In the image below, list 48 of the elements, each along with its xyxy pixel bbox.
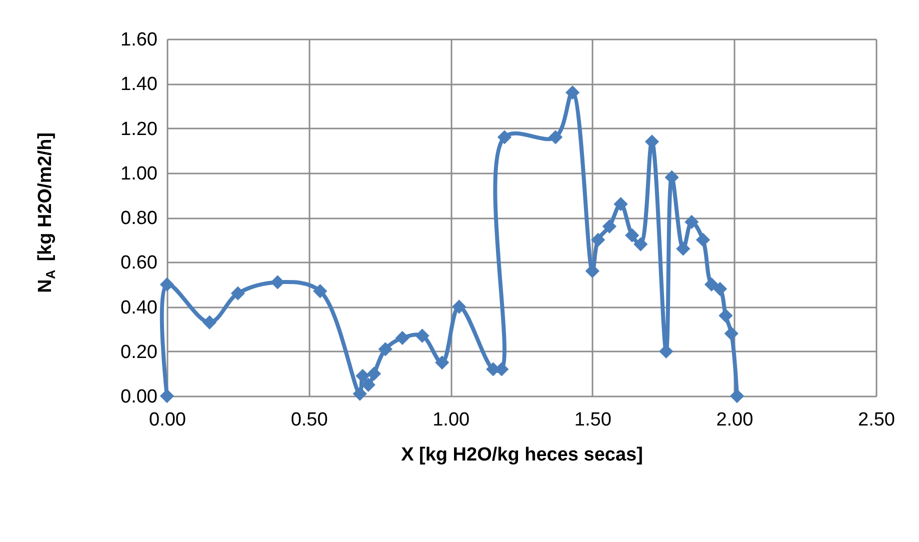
point: [378, 342, 392, 356]
y-tick-label: 0.20: [120, 342, 158, 363]
x-tick-label: 2.50: [858, 410, 895, 430]
point: [435, 355, 450, 370]
point: [625, 228, 640, 242]
y-axis-title: NA [kg H2O/m2/h]: [35, 132, 58, 293]
point: [202, 315, 217, 330]
y-tick-label: 1.40: [120, 74, 158, 96]
x-tick-label: 1.00: [432, 410, 470, 430]
y-tick-label: 1.20: [120, 118, 158, 140]
point: [602, 219, 616, 234]
x-tick-label: 1.50: [574, 410, 612, 430]
y-tick-label: 0.60: [120, 252, 158, 274]
point: [366, 366, 382, 381]
x-tick-label: 0.00: [149, 410, 186, 430]
point: [591, 232, 606, 247]
point: [352, 386, 367, 401]
point: [704, 277, 719, 292]
point: [614, 197, 628, 212]
y-tick-label: 1.60: [120, 30, 158, 50]
point: [415, 328, 430, 343]
y-tick-label: 0.00: [120, 386, 158, 408]
point: [497, 130, 512, 144]
point: [718, 308, 733, 323]
point: [712, 282, 728, 296]
point: [160, 277, 174, 292]
point: [361, 378, 376, 392]
x-tick-label: 0.50: [290, 410, 328, 430]
point: [270, 275, 285, 290]
point: [634, 237, 648, 252]
point: [395, 330, 410, 346]
point: [565, 85, 580, 100]
point: [676, 242, 690, 256]
y-tick-label: 1.00: [120, 163, 158, 184]
point: [696, 232, 710, 247]
point: [313, 284, 328, 298]
x-tick-label: 2.00: [716, 410, 754, 430]
point: [684, 214, 699, 230]
point: [160, 388, 174, 404]
point: [452, 300, 466, 314]
point: [230, 286, 245, 300]
point: [548, 130, 563, 144]
point: [356, 368, 370, 383]
y-tick-label: 0.80: [120, 208, 158, 229]
y-tick-label: 0.40: [120, 297, 158, 318]
x-axis-title: X [kg H2O/kg heces secas]: [401, 444, 643, 466]
point: [730, 388, 744, 404]
point: [724, 326, 738, 341]
